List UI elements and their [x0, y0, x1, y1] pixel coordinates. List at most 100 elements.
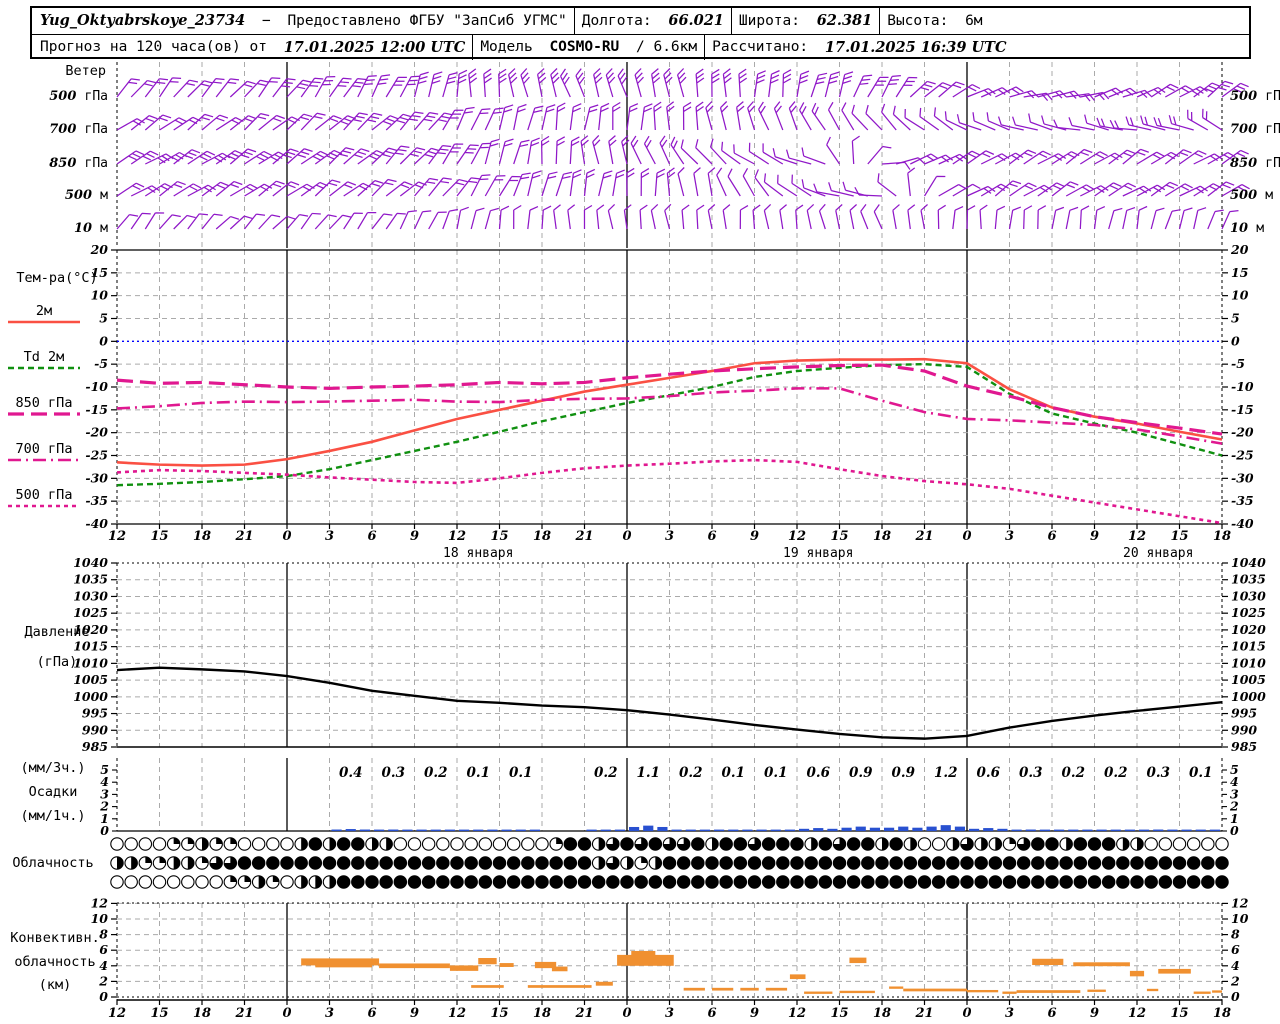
cloud-cover-symbol — [606, 875, 620, 889]
wind-barb — [286, 79, 312, 98]
cloud-cover-symbol — [889, 856, 903, 870]
wind-barb — [896, 157, 926, 165]
cloud-cover-symbol — [535, 875, 549, 889]
wind-barb — [904, 108, 925, 131]
time-label: 21 — [234, 529, 253, 544]
conv-axis-label-left: 4 — [99, 958, 108, 973]
time-label: 12 — [448, 529, 466, 544]
wind-barb — [583, 168, 596, 197]
wind-barb-glyph — [399, 75, 420, 98]
temp-axis-label-left: -35 — [85, 493, 108, 508]
header-row-2: Прогноз на 120 часа(ов) от 17.01.2025 12… — [32, 34, 1249, 60]
wind-barb — [555, 102, 566, 131]
cloud-cover-symbol — [1045, 856, 1059, 870]
wind-barb-glyph — [1108, 149, 1136, 165]
wind-barb-glyph — [754, 169, 770, 197]
wind-barb-glyph — [1179, 86, 1208, 98]
conv-panel-unit: (км) — [38, 977, 72, 993]
cloud-cover-fill — [811, 837, 818, 851]
cloud-cover-symbol — [1201, 837, 1215, 851]
cloud-cover-symbol — [1186, 875, 1201, 889]
temp-panel-title: Тем-ра(°C) — [16, 270, 98, 286]
latitude-label: Широта: — [738, 12, 800, 29]
wind-barb-glyph — [596, 204, 605, 230]
time-label: 21 — [574, 529, 593, 544]
precip-3h-value: 0.2 — [679, 765, 703, 781]
wind-barb — [527, 105, 544, 131]
precip-bar — [784, 829, 795, 831]
cloud-cover-symbol — [1101, 837, 1116, 851]
convective-cloud-bar — [499, 963, 514, 967]
wind-barb — [229, 183, 259, 197]
cloud-cover-symbol — [336, 837, 351, 851]
wind-level-unit: гПа — [84, 89, 108, 104]
wind-barb-glyph — [640, 168, 650, 197]
wind-barb — [513, 139, 530, 165]
bottom-time-label: 15 — [490, 1006, 508, 1021]
wind-barb-glyph — [598, 102, 610, 131]
wind-barb — [428, 144, 452, 165]
precip-bar — [430, 829, 441, 831]
wind-barb — [553, 204, 561, 230]
wind-barb — [849, 204, 857, 230]
wind-barb — [541, 205, 552, 230]
cloud-cover-fill — [910, 837, 917, 851]
station-name: Yug_Oktyabrskoye_23734 — [40, 12, 246, 30]
wind-barb — [1168, 115, 1194, 131]
bottom-time-label: 3 — [1005, 1006, 1014, 1021]
wind-barb-glyph — [795, 204, 804, 230]
wind-barb — [328, 77, 352, 98]
wind-barb — [1037, 153, 1067, 165]
wind-barb-glyph — [1122, 148, 1149, 165]
wind-barb — [952, 205, 964, 230]
wind-barb — [1065, 206, 1079, 230]
wind-barb-glyph — [651, 68, 661, 98]
cloud-cover-symbol — [988, 875, 1003, 889]
wind-barb-glyph — [666, 167, 676, 197]
wind-barb — [1051, 90, 1081, 99]
wind-barb — [966, 185, 996, 197]
cloud-cover-symbol — [776, 856, 790, 870]
convective-cloud-bar — [315, 962, 372, 968]
cloud-cover-symbol — [138, 837, 153, 851]
calc-label: Рассчитано: — [712, 39, 809, 55]
wind-barb — [555, 171, 573, 197]
wind-barb — [643, 135, 656, 165]
wind-barb-glyph — [904, 108, 925, 131]
wind-barb-glyph — [130, 185, 160, 197]
wind-barb — [560, 68, 571, 98]
wind-barb-glyph — [643, 135, 656, 165]
cloud-cover-symbol — [421, 837, 436, 851]
cloud-cover-fill — [230, 875, 237, 882]
wind-barb — [1136, 205, 1148, 230]
wind-barb-glyph — [498, 138, 514, 165]
wind-barb — [676, 68, 687, 98]
wind-barb-glyph — [470, 174, 491, 197]
cloud-cover-symbol — [393, 875, 408, 889]
precip-axis-label-right: 2 — [1229, 799, 1239, 814]
cloud-cover-symbol — [1172, 837, 1187, 851]
wind-barb-glyph — [414, 177, 439, 197]
wind-level-value: 10 — [1230, 221, 1249, 236]
wind-barb-glyph — [877, 173, 897, 197]
cloud-cover-symbol — [691, 856, 705, 870]
wind-barb — [623, 204, 632, 230]
conv-panel-title-2: облачность — [14, 954, 96, 970]
wind-panel-title: Ветер — [65, 63, 106, 79]
wind-barb-glyph — [144, 183, 173, 197]
wind-barb — [541, 171, 558, 197]
wind-barb-glyph — [1028, 113, 1053, 131]
pressure-axis-label-left: 1030 — [73, 588, 108, 603]
wind-barb-glyph — [938, 153, 968, 165]
wind-barb-glyph — [1207, 181, 1235, 197]
wind-barb-glyph — [1094, 152, 1123, 165]
wind-barb — [173, 183, 202, 197]
wind-barb — [1094, 87, 1124, 98]
wind-barb-glyph — [130, 115, 158, 131]
temp-series-850-гПа — [116, 363, 1223, 436]
precip-axis-label-left: 2 — [99, 799, 109, 814]
wind-barb-glyph — [555, 171, 573, 197]
temp-axis-label-right: 15 — [1231, 265, 1248, 280]
wind-level-unit: гПа — [1265, 122, 1280, 137]
conv-axis-label-right: 8 — [1231, 927, 1240, 942]
